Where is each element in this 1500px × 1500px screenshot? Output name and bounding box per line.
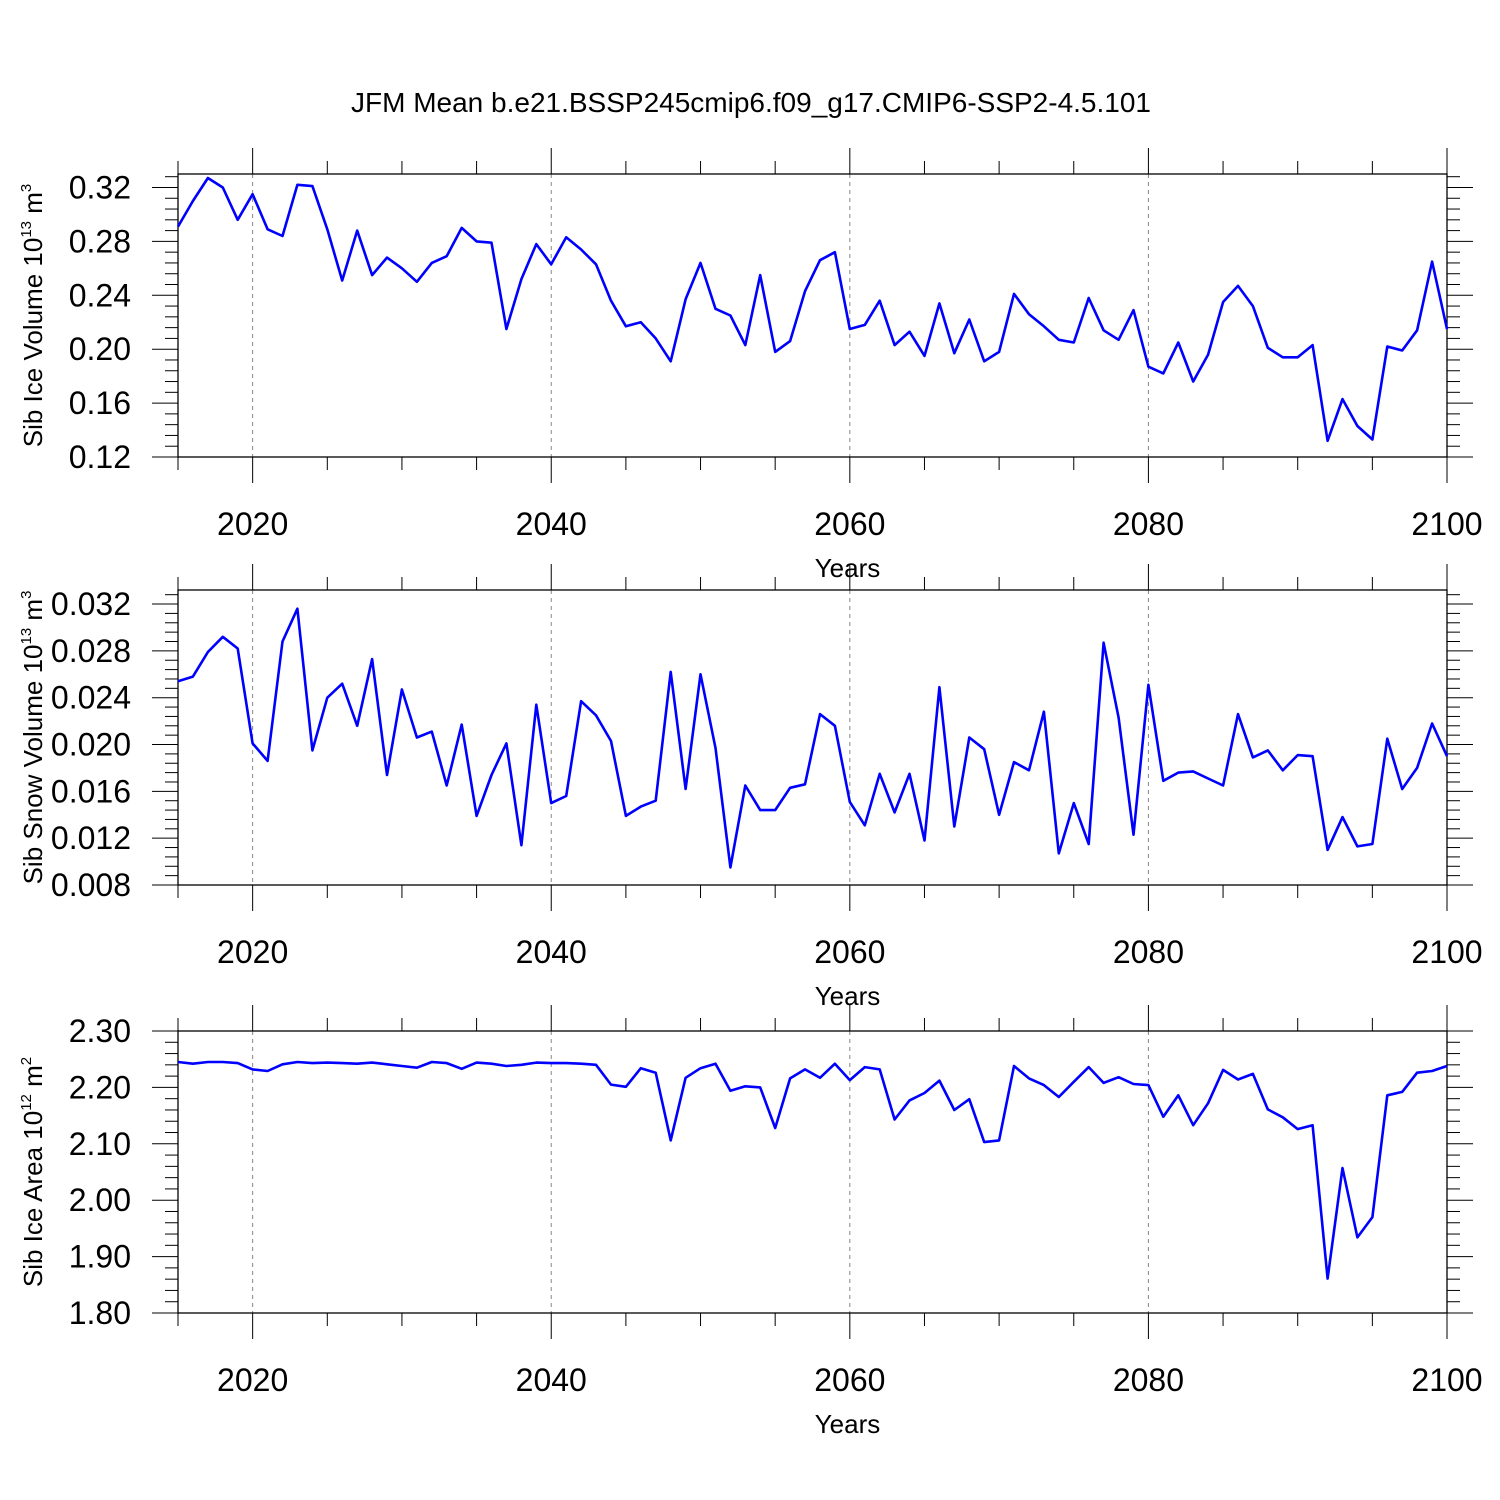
y-axis-label-unit-exponent: 2 bbox=[18, 1057, 35, 1065]
x-tick-label-2100: 2100 bbox=[1411, 934, 1482, 970]
x-axis-label: Years bbox=[815, 981, 881, 1011]
y-axis-label-prefix: Sib Ice Volume 10 bbox=[18, 238, 48, 448]
panel-3: 2020 2040 2060 2080 2100 1.80 1.90 2.00 2.10 2.20… bbox=[18, 1005, 1483, 1439]
x-tick-label-2020: 2020 bbox=[217, 934, 288, 970]
y-axis-label: Sib Ice Area 1012 m2 bbox=[18, 1057, 48, 1287]
panels: 2020 2040 2060 2080 2100 0.12 0.16 0.20 0.24 0.28… bbox=[18, 148, 1483, 1439]
y-axis-label-prefix: Sib Snow Volume 10 bbox=[18, 644, 48, 884]
y-axis-label-exponent: 13 bbox=[18, 628, 35, 645]
y-axis-label-unit-exponent: 3 bbox=[18, 591, 35, 599]
y-tick-label-2.00: 2.00 bbox=[69, 1182, 131, 1218]
y-axis-label-unit: m bbox=[18, 192, 48, 221]
y-axis-label-unit: m bbox=[18, 1065, 48, 1094]
plot-frame bbox=[177, 1030, 1448, 1314]
y-tick-label-0.16: 0.16 bbox=[69, 385, 131, 421]
x-tick-label-2060: 2060 bbox=[814, 506, 885, 542]
y-axis-label-unit-exponent: 3 bbox=[18, 184, 35, 192]
y-tick-label-2.20: 2.20 bbox=[69, 1069, 131, 1105]
figure-title: JFM Mean b.e21.BSSP245cmip6.f09_g17.CMIP… bbox=[351, 87, 1151, 118]
y-tick-label-0.020: 0.020 bbox=[51, 727, 131, 763]
plot-frame bbox=[177, 589, 1448, 886]
y-tick-label-0.016: 0.016 bbox=[51, 773, 131, 809]
y-tick-label-0.012: 0.012 bbox=[51, 820, 131, 856]
y-tick-label-0.24: 0.24 bbox=[69, 277, 131, 313]
y-axis-label-exponent: 13 bbox=[18, 221, 35, 238]
x-axis-label: Years bbox=[815, 1409, 881, 1439]
y-tick-label-1.90: 1.90 bbox=[69, 1239, 131, 1275]
y-axis-label: Sib Snow Volume 1013 m3 bbox=[18, 591, 48, 885]
y-tick-label-0.032: 0.032 bbox=[51, 586, 131, 622]
x-tick-label-2080: 2080 bbox=[1113, 506, 1184, 542]
x-tick-label-2040: 2040 bbox=[516, 1362, 587, 1398]
y-tick-label-0.028: 0.028 bbox=[51, 633, 131, 669]
y-tick-label-0.28: 0.28 bbox=[69, 223, 131, 259]
y-tick-label-0.024: 0.024 bbox=[51, 680, 131, 716]
y-tick-label-0.12: 0.12 bbox=[69, 439, 131, 475]
y-tick-label-2.30: 2.30 bbox=[69, 1013, 131, 1049]
x-tick-label-2060: 2060 bbox=[814, 1362, 885, 1398]
x-axis-label: Years bbox=[815, 553, 881, 583]
x-tick-label-2060: 2060 bbox=[814, 934, 885, 970]
y-tick-label-2.10: 2.10 bbox=[69, 1126, 131, 1162]
y-tick-label-1.80: 1.80 bbox=[69, 1295, 131, 1331]
y-tick-label-0.32: 0.32 bbox=[69, 169, 131, 205]
y-axis-label-exponent: 12 bbox=[18, 1094, 35, 1111]
panel-2: 2020 2040 2060 2080 2100 0.008 0.012 0.016 0.020… bbox=[18, 564, 1483, 1011]
panel-1: 2020 2040 2060 2080 2100 0.12 0.16 0.20 0.24 0.28… bbox=[18, 148, 1483, 583]
y-tick-label-0.20: 0.20 bbox=[69, 331, 131, 367]
x-tick-label-2080: 2080 bbox=[1113, 1362, 1184, 1398]
x-tick-label-2080: 2080 bbox=[1113, 934, 1184, 970]
x-tick-label-2100: 2100 bbox=[1411, 506, 1482, 542]
series-line bbox=[176, 176, 1449, 443]
y-axis-label-unit: m bbox=[18, 599, 48, 628]
x-tick-label-2020: 2020 bbox=[217, 1362, 288, 1398]
x-tick-label-2100: 2100 bbox=[1411, 1362, 1482, 1398]
x-tick-label-2040: 2040 bbox=[516, 506, 587, 542]
y-axis-label-prefix: Sib Ice Area 10 bbox=[18, 1111, 48, 1287]
series-line bbox=[177, 607, 1449, 869]
series-line bbox=[177, 1060, 1448, 1280]
x-tick-label-2020: 2020 bbox=[217, 506, 288, 542]
y-axis-label: Sib Ice Volume 1013 m3 bbox=[18, 184, 48, 448]
plot-frame bbox=[177, 173, 1448, 458]
y-tick-label-0.008: 0.008 bbox=[51, 867, 131, 903]
x-tick-label-2040: 2040 bbox=[516, 934, 587, 970]
